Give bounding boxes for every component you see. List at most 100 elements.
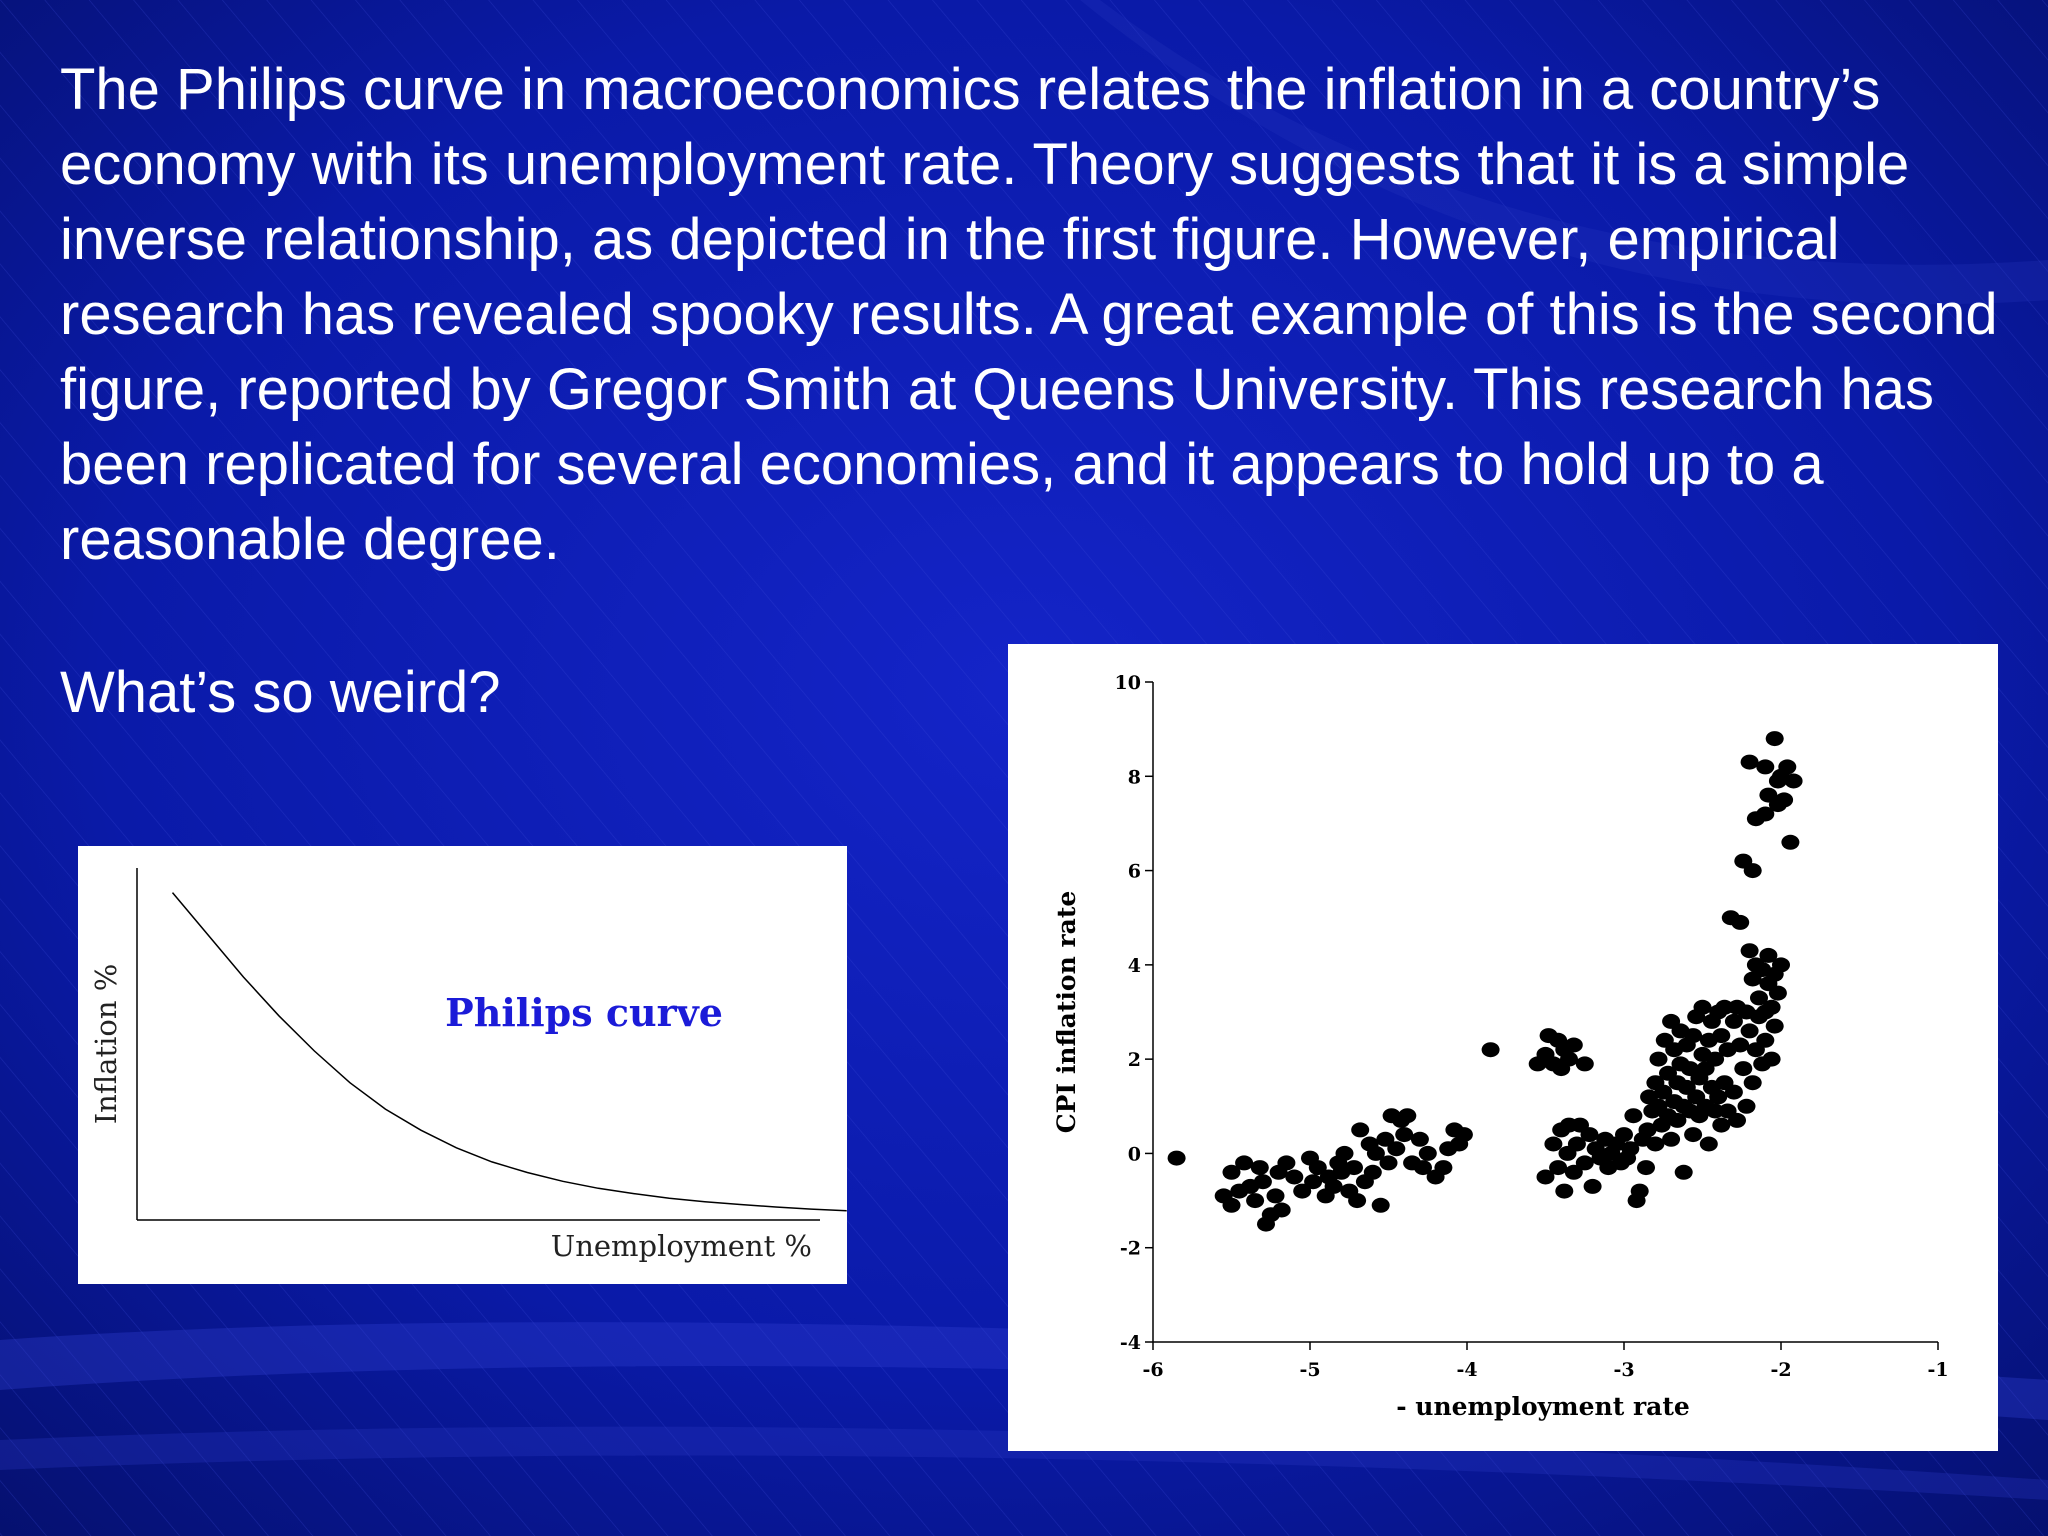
scatter-point [1715,999,1734,1015]
scatter-point [1731,914,1750,930]
scatter-point [1743,863,1762,879]
scatter-point [1575,1155,1594,1171]
scatter-point [1646,1136,1665,1152]
x-axis-label: Unemployment % [551,1229,812,1263]
scatter-point [1308,1160,1327,1176]
scatter-point [1454,1127,1473,1143]
scatter-point [1630,1183,1649,1199]
scatter-point [1277,1155,1296,1171]
scatter-point [1379,1155,1398,1171]
scatter-point [1536,1169,1555,1185]
scatter-point [1781,834,1800,850]
scatter-point [1756,806,1775,822]
scatter-point [1222,1197,1241,1213]
slide-paragraph: The Philips curve in macroeconomics rela… [60,57,1998,572]
scatter-point [1762,999,1781,1015]
scatter-point [1740,943,1759,959]
scatter-point [1366,1145,1385,1161]
y-axis-label: CPI inflation rate [1052,891,1081,1134]
y-tick-label: -4 [1120,1332,1141,1354]
scatter-point [1765,731,1784,747]
scatter-point [1434,1160,1453,1176]
philips-curve-line [171,892,847,1212]
scatter-point [1759,947,1778,963]
scatter-point [1649,1051,1668,1067]
y-tick-label: 6 [1128,861,1141,883]
scatter-point [1684,1127,1703,1143]
scatter-point [1376,1131,1395,1147]
scatter-point [1253,1174,1272,1190]
scatter-point [1784,773,1803,789]
scatter-point [1778,759,1797,775]
scatter-point [1724,1013,1743,1029]
scatter-point [1621,1141,1640,1157]
scatter-point [1768,985,1787,1001]
scatter-point [1765,1018,1784,1034]
scatter-point [1772,957,1790,973]
scatter-point [1728,1112,1746,1128]
scatter-point [1345,1160,1363,1176]
x-tick-label: -5 [1299,1359,1320,1381]
scatter-point [1712,1117,1731,1133]
scatter-point [1222,1164,1241,1180]
scatter-point [1762,1051,1781,1067]
x-tick-label: -6 [1142,1359,1163,1381]
chart-title: Philips curve [445,990,723,1035]
scatter-point [1304,1174,1323,1190]
y-tick-label: 2 [1128,1049,1141,1071]
y-axis-label: Inflation % [89,964,123,1125]
scatter-point [1564,1164,1583,1180]
scatter-point [1724,1084,1743,1100]
scatter-point [1684,1028,1703,1044]
scatter-point [1167,1150,1186,1166]
scatter-point [1615,1127,1633,1143]
y-tick-label: 10 [1115,672,1141,694]
scatter-point [1734,1061,1753,1077]
scatter-point [1567,1136,1586,1152]
philips-curve-figure: Philips curve Unemployment % Inflation % [78,846,847,1284]
y-tick-label: -2 [1120,1238,1141,1260]
scatter-point [1706,1051,1725,1067]
scatter-point [1363,1164,1382,1180]
scatter-point [1324,1178,1343,1194]
scatter-point [1693,999,1712,1015]
scatter-point [1398,1108,1417,1124]
scatter-point [1395,1127,1414,1143]
x-tick-label: -3 [1613,1359,1634,1381]
scatter-point [1699,1136,1718,1152]
scatter-point [1266,1188,1285,1204]
scatter-point [1709,1089,1728,1105]
scatter-point [1387,1141,1406,1157]
scatter-point [1250,1160,1269,1176]
cpi-scatter-chart: -6 -5 -4 -3 -2 -1 -4 -2 0 2 4 6 8 10 - unemployment r… [1052,672,1949,1421]
scatter-point [1560,1051,1578,1067]
x-tick-label: -1 [1927,1359,1948,1381]
scatter-point [1335,1145,1354,1161]
scatter-point [1662,1131,1681,1147]
scatter-point [1580,1127,1599,1143]
scatter-point [1743,1075,1762,1091]
scatter-point [1418,1145,1437,1161]
cpi-scatter-figure: -6 -5 -4 -3 -2 -1 -4 -2 0 2 4 6 8 10 - unemployment r… [1008,644,1998,1451]
scatter-point [1246,1193,1265,1209]
scatter-point [1235,1155,1254,1171]
scatter-point [1410,1131,1429,1147]
scatter-point [1624,1108,1643,1124]
scatter-point [1731,1037,1750,1053]
scatter-point [1756,1032,1775,1048]
scatter-point [1351,1122,1370,1138]
scatter-point [1348,1193,1367,1209]
scatter-point [1674,1164,1693,1180]
scatter-point [1371,1197,1390,1213]
scatter-point [1668,1112,1687,1128]
scatter-point [1583,1178,1602,1194]
y-tick-label: 8 [1128,766,1141,788]
x-tick-label: -4 [1456,1359,1477,1381]
slide-question: What’s so weird? [60,660,501,725]
scatter-point [1750,990,1768,1006]
scatter-point [1756,759,1775,775]
scatter-point [1481,1042,1500,1058]
scatter-point [1575,1056,1594,1072]
scatter-point [1637,1160,1655,1176]
scatter-point [1740,754,1759,770]
